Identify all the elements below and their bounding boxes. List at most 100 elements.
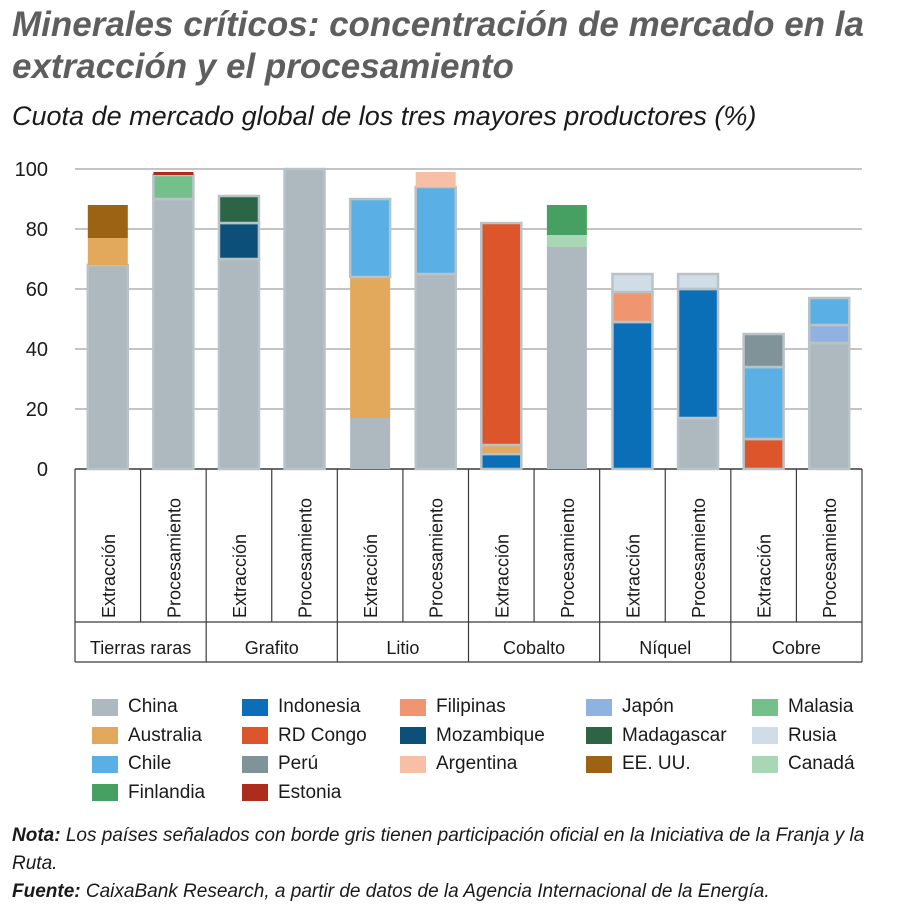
legend-item: Australia (92, 723, 202, 749)
group-label: Grafito (245, 638, 299, 658)
legend-swatch-icon (242, 755, 268, 773)
legend-label: Australia (128, 724, 202, 746)
bar-segment (414, 185, 457, 276)
source-line: Fuente: CaixaBank Research, a partir de … (12, 878, 892, 906)
x-tick-label: Extracción (230, 534, 250, 618)
legend-label: Perú (278, 753, 319, 774)
y-tick-label: 20 (26, 399, 48, 421)
legend-label: RD Congo (278, 724, 367, 746)
chart-subtitle: Cuota de mercado global de los tres mayo… (12, 101, 757, 131)
chart-notes: Nota: Los países señalados con borde gri… (12, 822, 892, 906)
bar-segment (217, 194, 261, 225)
legend-item: Chile (92, 751, 171, 777)
source-text: CaixaBank Research, a partir de datos de… (80, 881, 770, 902)
x-tick-label: Procesamiento (820, 498, 840, 618)
bar-segment (152, 173, 195, 201)
y-tick-label: 100 (15, 159, 48, 181)
legend-swatch-icon (586, 755, 612, 773)
legend-swatch-icon (752, 698, 778, 716)
legend-item: Madagascar (586, 723, 727, 749)
x-tick-label: Extracción (623, 534, 643, 618)
legend-swatch-icon (400, 698, 426, 716)
legend-swatch-icon (752, 727, 778, 744)
legend-swatch-icon (586, 727, 612, 744)
bar-segment (546, 247, 587, 469)
bar-segment (87, 238, 128, 265)
legend-label: Finlandia (128, 781, 206, 803)
legend-label: China (128, 696, 178, 717)
legend-item: Finlandia (92, 780, 205, 806)
legend-label: Madagascar (622, 724, 727, 746)
group-label: Cobre (772, 638, 821, 658)
x-tick-label: Procesamiento (427, 498, 447, 618)
group-label: Cobalto (503, 638, 565, 658)
legend-label: Rusia (788, 724, 837, 746)
legend-item: EE. UU. (586, 751, 691, 777)
x-tick-label: Extracción (492, 534, 512, 618)
bar-segment (480, 221, 523, 447)
x-tick-label: Extracción (361, 534, 381, 618)
source-label: Fuente: (12, 881, 81, 902)
bar-segment (611, 320, 654, 471)
note-text: Los países señalados con borde gris tien… (12, 825, 865, 874)
bar-segment (86, 263, 130, 471)
bar-segment (348, 197, 392, 279)
legend-label: Japón (622, 696, 674, 717)
legend-swatch-icon (400, 727, 426, 744)
bar-segment (676, 416, 720, 471)
bar-segment (152, 197, 195, 471)
bar-segment (742, 437, 785, 471)
x-tick-label: Extracción (99, 534, 119, 618)
bar-segment (742, 332, 785, 369)
bar-segment (414, 272, 457, 471)
x-tick-label: Procesamiento (296, 498, 316, 618)
legend-swatch-icon (752, 755, 778, 773)
bar-segment (87, 205, 128, 238)
y-tick-label: 80 (26, 219, 48, 241)
legend-swatch-icon (92, 727, 118, 744)
x-tick-label: Extracción (755, 534, 775, 618)
legend-item: Japón (586, 694, 674, 720)
x-tick-label: Procesamiento (689, 498, 709, 618)
bar-segment (350, 418, 391, 469)
bar-segment (546, 205, 587, 235)
stacked-bar-chart: 0 20 40 60 80 100 Extracción Procesamiento Extra… (15, 159, 863, 663)
bar-segment (350, 277, 391, 418)
legend-item: Rusia (752, 723, 837, 749)
bar-segment (480, 452, 523, 471)
bar-segment (480, 443, 523, 456)
legend-swatch-icon (92, 755, 118, 773)
legend-swatch-icon (586, 698, 612, 716)
legend-swatch-icon (92, 784, 118, 801)
legend-item: Perú (242, 751, 318, 777)
legend-label: Mozambique (436, 724, 545, 746)
group-label: Litio (386, 638, 419, 658)
legend-label: Indonesia (278, 696, 361, 717)
legend-item: Estonia (242, 780, 341, 806)
bar-segment (676, 272, 720, 291)
bar-segment (807, 341, 851, 471)
bar-segment (676, 287, 720, 420)
legend-item: Indonesia (242, 694, 360, 720)
y-tick-label: 0 (37, 459, 48, 481)
x-tick-label: Procesamiento (558, 498, 578, 618)
legend-swatch-icon (400, 755, 426, 773)
legend-label: Filipinas (436, 696, 506, 717)
y-tick-label: 60 (26, 279, 48, 301)
bar-segment (217, 257, 261, 471)
legend-swatch-icon (242, 727, 268, 744)
legend-item: RD Congo (242, 723, 367, 749)
legend-item: Filipinas (400, 694, 506, 720)
bar-segment (546, 235, 587, 247)
legend-swatch-icon (242, 784, 268, 801)
y-tick-label: 40 (26, 339, 48, 361)
legend-swatch-icon (92, 698, 118, 716)
legend-item: Malasia (752, 694, 853, 720)
legend-swatch-icon (242, 698, 268, 716)
legend-label: Canadá (788, 753, 855, 774)
legend-item: China (92, 694, 178, 720)
bar-segment (217, 221, 261, 261)
legend-item: Canadá (752, 751, 855, 777)
legend-label: Argentina (436, 753, 518, 774)
bar-segment (283, 167, 326, 471)
